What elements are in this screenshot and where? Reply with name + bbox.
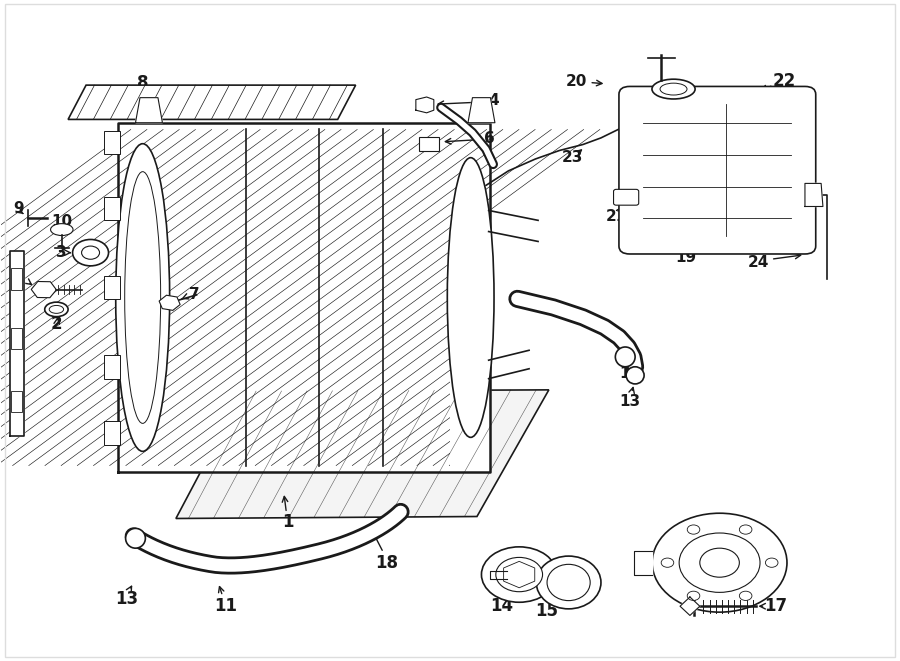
Ellipse shape	[50, 223, 73, 235]
Text: 17: 17	[765, 598, 788, 615]
Bar	[12, 391, 22, 412]
Bar	[104, 196, 121, 220]
Circle shape	[688, 525, 700, 534]
Text: 6: 6	[484, 131, 495, 146]
Text: 11: 11	[214, 597, 237, 615]
Circle shape	[765, 558, 778, 567]
Polygon shape	[634, 551, 652, 574]
Circle shape	[73, 239, 109, 266]
Polygon shape	[68, 85, 356, 120]
Ellipse shape	[447, 158, 494, 438]
Text: 13: 13	[619, 394, 640, 409]
Text: 10: 10	[51, 214, 72, 229]
Polygon shape	[468, 98, 495, 123]
Polygon shape	[118, 123, 490, 473]
Text: 5: 5	[15, 270, 26, 286]
Circle shape	[482, 547, 557, 602]
Ellipse shape	[626, 367, 644, 384]
Ellipse shape	[116, 143, 169, 451]
Circle shape	[508, 566, 530, 582]
Circle shape	[740, 525, 752, 534]
Text: 7: 7	[189, 288, 199, 302]
Text: 4: 4	[488, 93, 499, 108]
Circle shape	[688, 591, 700, 600]
Text: 15: 15	[536, 602, 559, 620]
Text: 16: 16	[765, 554, 788, 572]
Circle shape	[740, 591, 752, 600]
Circle shape	[700, 548, 740, 577]
Ellipse shape	[652, 79, 695, 99]
Polygon shape	[176, 390, 549, 518]
Text: 12: 12	[619, 366, 640, 381]
Bar	[104, 421, 121, 445]
Text: 19: 19	[675, 251, 696, 266]
Polygon shape	[10, 251, 24, 436]
Circle shape	[680, 533, 760, 592]
Text: 21: 21	[606, 209, 627, 224]
Text: 3: 3	[57, 245, 68, 260]
Polygon shape	[136, 98, 162, 123]
Text: 24: 24	[748, 255, 769, 270]
Bar	[12, 328, 22, 349]
Text: 18: 18	[375, 554, 399, 572]
Circle shape	[82, 246, 100, 259]
Bar	[419, 137, 439, 151]
Polygon shape	[507, 570, 510, 578]
Text: 8: 8	[137, 74, 148, 92]
Ellipse shape	[45, 302, 68, 317]
Polygon shape	[680, 597, 700, 615]
Bar	[104, 355, 121, 379]
Bar	[104, 276, 121, 299]
Ellipse shape	[126, 528, 146, 548]
Bar	[104, 131, 121, 155]
FancyBboxPatch shape	[614, 189, 639, 205]
Polygon shape	[158, 130, 450, 466]
Text: 13: 13	[115, 590, 138, 608]
Circle shape	[496, 557, 543, 592]
Ellipse shape	[536, 556, 601, 609]
Text: 22: 22	[773, 72, 796, 90]
Ellipse shape	[616, 347, 635, 367]
Text: 23: 23	[562, 150, 583, 165]
Text: 14: 14	[491, 598, 514, 615]
Circle shape	[662, 558, 674, 567]
Polygon shape	[416, 97, 434, 113]
Circle shape	[652, 513, 787, 612]
Text: 20: 20	[566, 73, 588, 89]
Text: 2: 2	[50, 315, 62, 333]
FancyBboxPatch shape	[619, 87, 815, 254]
Text: 9: 9	[14, 201, 24, 216]
Bar	[12, 268, 22, 290]
Ellipse shape	[547, 564, 590, 601]
Polygon shape	[805, 183, 823, 206]
Text: 1: 1	[283, 513, 294, 531]
